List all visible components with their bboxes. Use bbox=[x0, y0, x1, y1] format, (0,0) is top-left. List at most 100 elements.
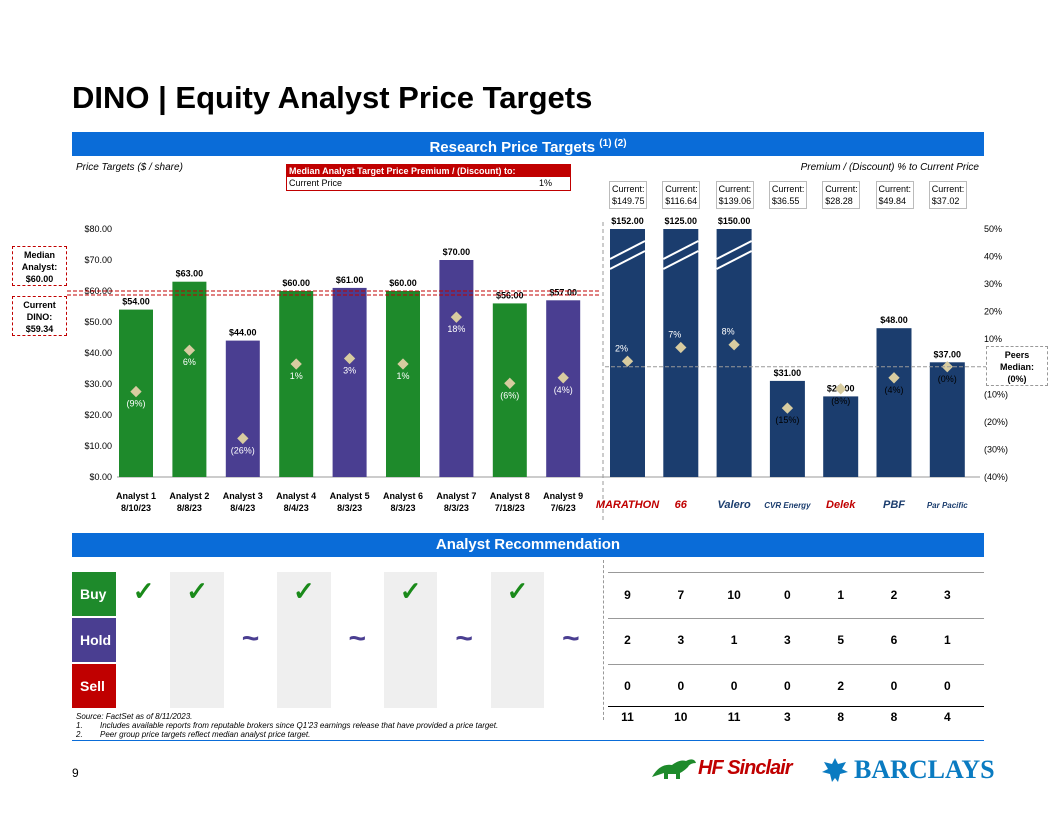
left-axis-tick: $50.00 bbox=[84, 317, 112, 327]
premium-label: 7% bbox=[668, 329, 681, 339]
axis-break bbox=[662, 250, 699, 270]
peer-bar bbox=[716, 229, 752, 477]
median-box-row-value: 1% bbox=[538, 178, 552, 188]
peer-count-total: 11 bbox=[621, 710, 634, 724]
right-axis-tick: 40% bbox=[984, 252, 1002, 262]
footnote-source: Source: FactSet as of 8/11/2023. bbox=[76, 712, 193, 721]
current-value: $37.02 bbox=[931, 196, 960, 206]
peer-count-buy: 2 bbox=[890, 588, 898, 602]
peer-count-hold: 6 bbox=[890, 633, 898, 647]
current-label: Current: bbox=[718, 184, 752, 194]
hf-sinclair-logo: HF Sinclair bbox=[650, 755, 792, 781]
peer-logo: Par Pacific bbox=[927, 501, 968, 510]
analyst-bar bbox=[332, 287, 367, 477]
premium-diamond bbox=[888, 372, 900, 384]
price-target-chart: $0.00 $10.00 $20.00 $30.00 $40.00 $50.00 $60.0… bbox=[67, 216, 1008, 520]
analyst-date: 8/8/23 bbox=[177, 503, 202, 513]
current-label: Current: bbox=[878, 184, 912, 194]
peers-median-label: Peers Median: (0%) bbox=[986, 346, 1048, 386]
peer-count-total: 8 bbox=[837, 710, 845, 724]
analyst-date: 8/10/23 bbox=[121, 503, 151, 513]
peer-count-sell: 0 bbox=[730, 679, 738, 693]
analyst-date: 8/3/23 bbox=[444, 503, 469, 513]
premium-diamond bbox=[397, 358, 409, 370]
peer-current-price: Current: $37.02 bbox=[928, 181, 967, 209]
peer-count-sell: 0 bbox=[890, 679, 898, 693]
peer-bar bbox=[929, 362, 965, 477]
right-axis-tick: (40%) bbox=[984, 472, 1008, 482]
premium-label: (9%) bbox=[126, 399, 145, 409]
barclays-logo: BARCLAYS bbox=[820, 755, 995, 785]
peer-current-price: Current: $49.84 bbox=[875, 181, 914, 209]
analyst-target-label: $60.00 bbox=[282, 278, 310, 288]
median-box-row: Current Price 1% bbox=[287, 177, 570, 190]
analyst-name: Analyst 4 bbox=[276, 491, 316, 501]
left-axis-tick: $80.00 bbox=[84, 224, 112, 234]
current-dino-line3: $59.34 bbox=[25, 324, 54, 334]
peer-count-hold: 1 bbox=[730, 633, 738, 647]
current-value: $149.75 bbox=[612, 196, 645, 206]
peer-target-label: $37.00 bbox=[934, 349, 962, 359]
current-value: $49.84 bbox=[878, 196, 907, 206]
median-analyst-line2: Analyst: bbox=[21, 262, 58, 272]
median-analyst-line1: Median bbox=[23, 250, 55, 260]
current-label: Current: bbox=[612, 184, 645, 194]
peer-count-buy: 3 bbox=[943, 588, 951, 602]
premium-label: 18% bbox=[447, 324, 465, 334]
research-banner-text: Research Price Targets bbox=[429, 139, 596, 156]
current-value: $116.64 bbox=[665, 196, 698, 206]
premium-label: 6% bbox=[183, 357, 196, 367]
peer-target-label: $31.00 bbox=[774, 368, 802, 378]
hold-tilde-icon: ~ bbox=[455, 622, 473, 655]
right-caption: Premium / (Discount) % to Current Price bbox=[800, 162, 979, 173]
premium-label: (4%) bbox=[884, 385, 903, 395]
current-label: Current: bbox=[931, 184, 965, 194]
premium-diamond bbox=[781, 402, 794, 414]
rec-divider bbox=[603, 560, 604, 720]
premium-label: (15%) bbox=[775, 415, 799, 425]
research-banner-sup: (1) (2) bbox=[599, 138, 627, 149]
left-caption: Price Targets ($ / share) bbox=[76, 162, 183, 173]
peer-count-total: 10 bbox=[674, 710, 688, 724]
rec-rule bbox=[608, 618, 984, 619]
peer-current-price: Current: $28.28 bbox=[822, 181, 861, 209]
rec-column-shade bbox=[277, 572, 331, 708]
peer-logo: MARATHON bbox=[596, 499, 660, 511]
analyst-date: 7/6/23 bbox=[551, 503, 576, 513]
right-axis-tick: (30%) bbox=[984, 444, 1008, 454]
peers-median-line3: (0%) bbox=[1007, 374, 1027, 384]
analyst-bar bbox=[225, 340, 260, 477]
left-axis-tick: $20.00 bbox=[84, 410, 112, 420]
premium-diamond bbox=[237, 432, 249, 445]
current-dino-line2: DINO: bbox=[26, 312, 53, 322]
premium-diamond bbox=[675, 341, 687, 354]
premium-diamond bbox=[130, 385, 142, 398]
footnote-1-num: 1. bbox=[76, 721, 83, 730]
peer-count-total: 3 bbox=[784, 710, 791, 724]
analyst-target-label: $63.00 bbox=[176, 269, 204, 279]
peer-count-buy: 10 bbox=[727, 588, 741, 602]
analyst-name: Analyst 2 bbox=[169, 491, 209, 501]
premium-label: (4%) bbox=[554, 385, 573, 395]
axis-break bbox=[716, 250, 753, 270]
current-label: Current: bbox=[771, 184, 805, 194]
premium-label: (8%) bbox=[831, 396, 850, 406]
page-title: DINO | Equity Analyst Price Targets bbox=[72, 80, 593, 115]
buy-check-icon: ✓ bbox=[132, 576, 155, 606]
premium-diamond bbox=[343, 352, 356, 365]
peer-count-buy: 9 bbox=[624, 588, 631, 602]
peer-current-price: Current: $139.06 bbox=[715, 181, 754, 209]
peer-bar bbox=[610, 229, 645, 477]
peer-count-sell: 2 bbox=[837, 679, 845, 693]
current-label: Current: bbox=[825, 184, 858, 194]
analyst-target-label: $54.00 bbox=[122, 297, 150, 307]
peer-logo: CVR Energy bbox=[764, 501, 811, 510]
rec-rule bbox=[608, 572, 984, 573]
peer-logo: Valero bbox=[717, 499, 751, 511]
left-axis-tick: $10.00 bbox=[84, 441, 112, 451]
peers-median-line2: Median: bbox=[999, 362, 1034, 372]
analyst-date: 8/4/23 bbox=[284, 503, 309, 513]
premium-label: 2% bbox=[615, 343, 628, 353]
analyst-target-label: $61.00 bbox=[336, 275, 364, 285]
median-box-row-label: Current Price bbox=[289, 178, 343, 188]
